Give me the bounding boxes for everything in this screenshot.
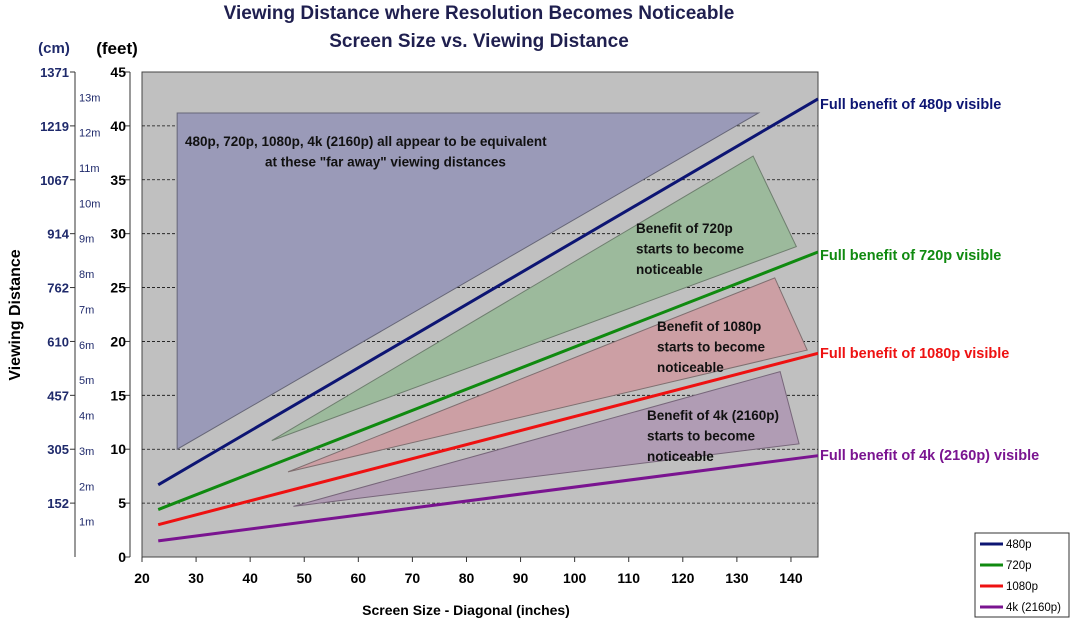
x-tick-label: 120 xyxy=(671,570,695,586)
legend: 480p 720p 1080p 4k (2160p) xyxy=(974,532,1070,618)
cm-tick-label: 305 xyxy=(47,442,69,457)
metre-tick-label: 6m xyxy=(79,340,94,352)
region-annotation: Benefit of 4k (2160p) xyxy=(647,408,779,423)
series-line-4k2160p xyxy=(158,454,819,543)
series-end-label: Full benefit of 1080p visible xyxy=(820,346,1009,362)
x-tick-label: 20 xyxy=(134,570,150,586)
metre-tick-label: 13m xyxy=(79,92,100,104)
feet-tick-label: 5 xyxy=(118,495,126,511)
metre-tick-label: 1m xyxy=(79,517,94,529)
region-annotation: starts to become xyxy=(657,340,766,355)
feet-tick-label: 40 xyxy=(110,118,126,134)
x-tick-label: 70 xyxy=(405,570,421,586)
metre-tick-label: 10m xyxy=(79,198,100,210)
cm-tick-label: 610 xyxy=(47,334,69,349)
cm-tick-label: 914 xyxy=(47,227,69,242)
x-tick-label: 50 xyxy=(296,570,312,586)
x-tick-label: 60 xyxy=(351,570,367,586)
series-end-label: Full benefit of 4k (2160p) visible xyxy=(820,448,1039,464)
region-annotation: Benefit of 720p xyxy=(636,221,733,236)
metre-tick-label: 5m xyxy=(79,375,94,387)
x-tick-label: 140 xyxy=(779,570,803,586)
feet-tick-label: 45 xyxy=(110,64,126,80)
region-annotation: at these "far away" viewing distances xyxy=(265,155,506,170)
cm-tick-label: 762 xyxy=(47,281,69,296)
series-line-1080p xyxy=(157,351,819,527)
cm-tick-label: 152 xyxy=(47,496,69,511)
feet-tick-label: 35 xyxy=(110,172,126,188)
feet-tick-label: 0 xyxy=(118,549,126,565)
benefit-region-1 xyxy=(271,155,798,442)
legend-entry-label: 720p xyxy=(1006,560,1032,572)
feet-tick-label: 30 xyxy=(110,226,126,242)
x-tick-label: 90 xyxy=(513,570,529,586)
benefit-region-0 xyxy=(176,112,761,451)
cm-tick-label: 1067 xyxy=(40,173,69,188)
plot-area: 480p, 720p, 1080p, 4k (2160p) all appear… xyxy=(40,64,1039,586)
benefit-region-2 xyxy=(287,277,808,473)
y-axis-label: Viewing Distance xyxy=(7,249,24,380)
chart-title: Viewing Distance where Resolution Become… xyxy=(224,3,735,24)
legend-box xyxy=(974,532,1070,618)
metre-tick-label: 7m xyxy=(79,304,94,316)
chart-subtitle: Screen Size vs. Viewing Distance xyxy=(329,31,629,52)
x-axis-label: Screen Size - Diagonal (inches) xyxy=(362,602,570,618)
x-tick-label: 100 xyxy=(563,570,587,586)
x-tick-label: 30 xyxy=(188,570,204,586)
series-end-label: Full benefit of 480p visible xyxy=(820,97,1001,113)
cm-tick-label: 1371 xyxy=(40,65,69,80)
region-annotation: Benefit of 1080p xyxy=(657,319,761,334)
cm-tick-label: 1219 xyxy=(40,119,69,134)
feet-tick-label: 20 xyxy=(110,333,126,349)
feet-unit-label: (feet) xyxy=(96,39,138,58)
legend-entry-label: 1080p xyxy=(1006,581,1038,593)
x-tick-label: 110 xyxy=(617,570,640,586)
x-tick-label: 40 xyxy=(242,570,258,586)
metre-tick-label: 12m xyxy=(79,128,100,140)
series-line-720p xyxy=(157,250,819,511)
legend-entry-label: 480p xyxy=(1006,539,1032,551)
cm-unit-label: (cm) xyxy=(38,40,70,57)
feet-tick-label: 25 xyxy=(110,280,126,296)
metre-tick-label: 9m xyxy=(79,234,94,246)
x-tick-label: 80 xyxy=(459,570,475,586)
region-annotation: noticeable xyxy=(636,262,703,277)
cm-tick-label: 457 xyxy=(47,388,69,403)
feet-tick-label: 15 xyxy=(110,387,126,403)
region-annotation: noticeable xyxy=(647,449,714,464)
x-tick-label: 130 xyxy=(725,570,749,586)
region-annotation: noticeable xyxy=(657,360,724,375)
series-end-label: Full benefit of 720p visible xyxy=(820,248,1001,264)
metre-tick-label: 3m xyxy=(79,446,94,458)
region-annotation: starts to become xyxy=(636,242,745,257)
metre-tick-label: 11m xyxy=(79,163,100,175)
series-line-480p xyxy=(157,97,819,487)
feet-tick-label: 10 xyxy=(110,441,126,457)
region-annotation: starts to become xyxy=(647,429,756,444)
region-annotation: 480p, 720p, 1080p, 4k (2160p) all appear… xyxy=(185,134,547,149)
metre-tick-label: 2m xyxy=(79,481,94,493)
metre-tick-label: 8m xyxy=(79,269,94,281)
legend-entry-label: 4k (2160p) xyxy=(1006,602,1061,614)
benefit-region-3 xyxy=(293,371,800,507)
metre-tick-label: 4m xyxy=(79,411,94,423)
